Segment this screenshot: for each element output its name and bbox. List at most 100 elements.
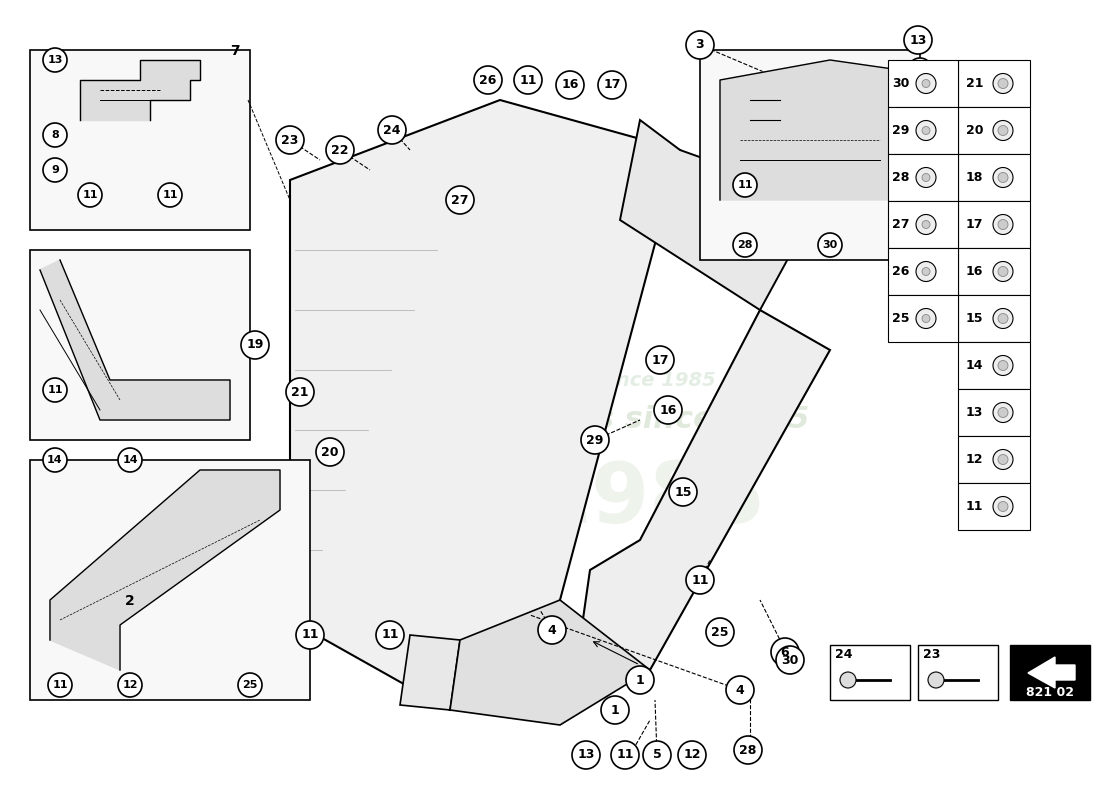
Text: 21: 21 bbox=[966, 77, 983, 90]
Text: 30: 30 bbox=[892, 77, 910, 90]
Circle shape bbox=[998, 78, 1008, 89]
FancyBboxPatch shape bbox=[958, 483, 1030, 530]
Text: 21: 21 bbox=[292, 386, 309, 398]
Circle shape bbox=[993, 262, 1013, 282]
Circle shape bbox=[922, 174, 930, 182]
Text: 11: 11 bbox=[616, 749, 634, 762]
Circle shape bbox=[998, 502, 1008, 511]
Text: 17: 17 bbox=[651, 354, 669, 366]
FancyBboxPatch shape bbox=[30, 250, 250, 440]
Text: 16: 16 bbox=[966, 265, 983, 278]
Text: 821 02: 821 02 bbox=[1026, 686, 1074, 698]
Text: 27: 27 bbox=[892, 218, 910, 231]
FancyBboxPatch shape bbox=[888, 60, 958, 107]
Circle shape bbox=[376, 621, 404, 649]
Circle shape bbox=[326, 136, 354, 164]
Circle shape bbox=[998, 219, 1008, 230]
Circle shape bbox=[922, 79, 930, 87]
Text: 11: 11 bbox=[691, 574, 708, 586]
FancyBboxPatch shape bbox=[958, 154, 1030, 201]
Text: 20: 20 bbox=[966, 124, 983, 137]
Text: 27: 27 bbox=[451, 194, 469, 206]
Circle shape bbox=[904, 26, 932, 54]
Text: 25: 25 bbox=[242, 680, 257, 690]
Circle shape bbox=[646, 346, 674, 374]
Circle shape bbox=[908, 58, 932, 82]
FancyBboxPatch shape bbox=[888, 248, 958, 295]
Circle shape bbox=[922, 314, 930, 322]
Text: 23: 23 bbox=[282, 134, 299, 146]
Polygon shape bbox=[720, 60, 900, 200]
Circle shape bbox=[48, 673, 72, 697]
Circle shape bbox=[993, 355, 1013, 375]
Circle shape bbox=[922, 221, 930, 229]
Text: 13: 13 bbox=[578, 749, 595, 762]
Circle shape bbox=[669, 478, 697, 506]
Circle shape bbox=[238, 673, 262, 697]
Circle shape bbox=[916, 167, 936, 187]
Circle shape bbox=[601, 696, 629, 724]
Circle shape bbox=[316, 438, 344, 466]
Text: 5: 5 bbox=[652, 749, 661, 762]
FancyBboxPatch shape bbox=[888, 154, 958, 201]
Circle shape bbox=[993, 121, 1013, 141]
Circle shape bbox=[572, 741, 600, 769]
FancyBboxPatch shape bbox=[888, 295, 958, 342]
Polygon shape bbox=[450, 600, 650, 725]
FancyBboxPatch shape bbox=[958, 342, 1030, 389]
Text: 14: 14 bbox=[47, 455, 63, 465]
Circle shape bbox=[922, 267, 930, 275]
Text: 16: 16 bbox=[561, 78, 579, 91]
Text: 1: 1 bbox=[636, 674, 645, 686]
Circle shape bbox=[998, 407, 1008, 418]
Text: 11: 11 bbox=[519, 74, 537, 86]
FancyBboxPatch shape bbox=[30, 460, 310, 700]
Circle shape bbox=[840, 672, 856, 688]
Text: 6: 6 bbox=[781, 646, 790, 658]
Circle shape bbox=[43, 48, 67, 72]
Polygon shape bbox=[50, 470, 280, 670]
Circle shape bbox=[610, 741, 639, 769]
Text: 28: 28 bbox=[892, 171, 910, 184]
Circle shape bbox=[993, 309, 1013, 329]
Text: 17: 17 bbox=[966, 218, 983, 231]
FancyBboxPatch shape bbox=[958, 201, 1030, 248]
Circle shape bbox=[916, 262, 936, 282]
Text: 26: 26 bbox=[892, 265, 910, 278]
Text: 17: 17 bbox=[603, 78, 620, 91]
FancyBboxPatch shape bbox=[958, 107, 1030, 154]
FancyBboxPatch shape bbox=[830, 645, 910, 700]
Text: 29: 29 bbox=[892, 124, 910, 137]
Circle shape bbox=[446, 186, 474, 214]
Circle shape bbox=[686, 566, 714, 594]
Text: 24: 24 bbox=[383, 123, 400, 137]
Circle shape bbox=[626, 666, 654, 694]
Circle shape bbox=[678, 741, 706, 769]
Text: 11: 11 bbox=[163, 190, 178, 200]
Circle shape bbox=[43, 158, 67, 182]
Circle shape bbox=[771, 638, 799, 666]
Text: 11: 11 bbox=[82, 190, 98, 200]
Text: a passion for parts since 1985: a passion for parts since 1985 bbox=[290, 406, 810, 434]
FancyBboxPatch shape bbox=[958, 248, 1030, 295]
Polygon shape bbox=[1028, 657, 1075, 688]
Circle shape bbox=[993, 214, 1013, 234]
Circle shape bbox=[993, 167, 1013, 187]
Circle shape bbox=[286, 378, 313, 406]
Text: 11: 11 bbox=[737, 180, 752, 190]
FancyBboxPatch shape bbox=[1010, 645, 1090, 700]
Text: 22: 22 bbox=[331, 143, 349, 157]
Circle shape bbox=[922, 126, 930, 134]
Text: 1985: 1985 bbox=[534, 459, 766, 541]
Circle shape bbox=[43, 448, 67, 472]
Circle shape bbox=[998, 454, 1008, 465]
Circle shape bbox=[581, 426, 609, 454]
Circle shape bbox=[474, 66, 502, 94]
Text: 3: 3 bbox=[695, 38, 704, 51]
Text: 7: 7 bbox=[230, 44, 240, 58]
Text: 18: 18 bbox=[966, 171, 983, 184]
Text: 13: 13 bbox=[47, 55, 63, 65]
Circle shape bbox=[993, 402, 1013, 422]
Circle shape bbox=[776, 646, 804, 674]
Text: 28: 28 bbox=[739, 743, 757, 757]
